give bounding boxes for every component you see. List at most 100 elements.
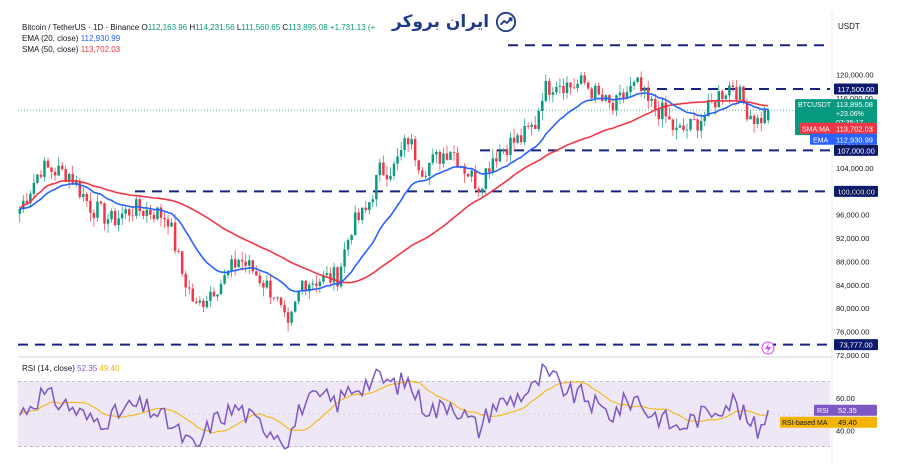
chart-arrow-icon [495,11,517,33]
candle-body [300,280,304,292]
candle-body [431,154,435,163]
candle-body [442,153,445,164]
candle-body [142,210,145,216]
candle-body [664,102,668,117]
candle-body [590,88,593,99]
candle-body [495,158,498,162]
candle-body [452,152,456,153]
candle-body [156,207,159,220]
candle-body [636,77,639,83]
level-label-3: 100,000.00 [837,187,875,196]
y-tick-label: 80,000.00 [836,304,869,313]
candle-body [57,165,60,176]
candle-body [533,124,537,130]
y-tick-label: 72,000.00 [836,351,869,360]
level-label-1: 117,500.00 [838,85,875,94]
y-tick-label: 96,000.00 [836,211,869,220]
ema-legend: EMA (20, close) 112,930.99 [22,34,121,43]
candle-body [173,222,177,251]
ema-tag-label: EMA [813,137,829,144]
candle-body [721,91,724,99]
y-tick-label: 104,000.00 [836,164,874,173]
candle-body [502,149,505,151]
candle-body [244,261,247,266]
candle-body [29,193,32,204]
candle-body [509,137,512,155]
candle-body [491,158,495,173]
candle-body [46,160,50,168]
candle-body [92,212,96,218]
candle-body [752,115,756,124]
current-pct: +23.06% [836,111,864,118]
candle-body [766,110,770,121]
candle-body [149,209,152,215]
candle-body [541,100,544,112]
candle-body [714,101,717,108]
candle-body [745,102,749,120]
candle-body [481,188,484,193]
rsi-tick-label: 60.00 [836,394,855,403]
candle-body [428,162,431,176]
candle-body [717,91,721,108]
candle-body [286,312,290,323]
ohlc-legend: Bitcoin / TetherUS · 1D · Binance O112,1… [22,23,376,32]
candle-body [449,152,452,160]
candle-body [555,86,558,93]
candle-body [526,126,530,127]
candle-body [85,193,89,201]
candle-body [742,86,745,103]
candle-body [251,260,255,272]
currency-unit[interactable]: USDT [838,22,860,31]
candle-body [703,116,706,122]
candle-body [470,170,473,177]
candle-body [421,170,424,177]
candle-body [586,82,590,89]
candle-body [657,109,661,120]
rsi-ma-label: RSI-based MA [782,420,828,427]
candle-body [611,102,615,111]
candle-body [237,259,240,268]
candle-body [113,210,117,226]
candle-body [562,85,565,94]
candle-body [699,121,703,131]
candle-body [364,207,367,210]
candle-body [262,283,265,288]
candle-body [523,126,526,143]
candle-body [110,210,113,220]
candle-body [53,172,57,176]
candle-body [678,125,682,128]
candle-body [505,149,509,155]
candle-body [127,209,131,216]
candle-body [96,201,99,218]
candle-body [265,280,269,288]
candle-body [629,85,632,93]
candle-body [749,115,752,120]
candle-body [516,135,519,143]
candle-body [135,199,138,216]
candle-body [385,175,389,180]
candle-body [339,266,343,287]
candle-body [159,207,163,218]
candle-body [293,301,297,312]
candle-body [579,75,583,84]
candle-body [551,92,555,95]
candle-body [89,200,92,213]
candle-body [283,305,286,313]
sma-tag-label: SMA:MA [802,126,830,133]
low-value: 111,560.65 [241,23,281,32]
sma-legend-value: 113,702.03 [80,45,121,54]
candle-body [632,82,636,86]
candle-body [248,260,251,266]
candle-body [466,173,470,177]
candle-body [445,153,449,160]
y-tick-label: 120,000.00 [836,70,874,79]
candle-body [396,156,399,164]
candle-body [325,273,329,276]
candle-body [583,75,586,83]
y-tick-label: 108,000.00 [836,141,874,150]
candle-body [735,87,738,100]
candle-body [230,259,233,271]
candle-body [187,287,191,289]
candle-body [290,311,293,323]
